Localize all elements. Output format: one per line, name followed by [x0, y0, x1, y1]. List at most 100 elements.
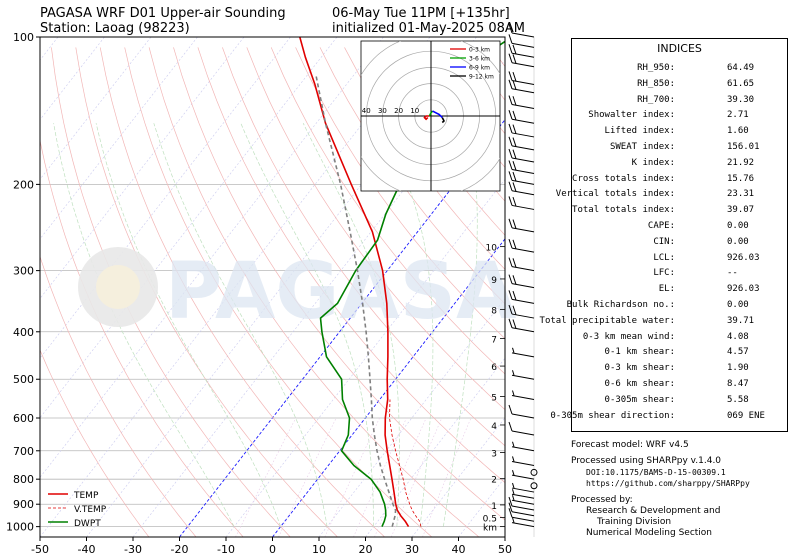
processed-by: Processed by:: [571, 495, 633, 505]
wind-barb-flag: [512, 161, 517, 171]
index-value: 15.76: [727, 173, 755, 184]
moist-adiabat: [153, 123, 328, 527]
wind-barbs: [508, 23, 538, 537]
index-row: 0-1 km shear: 4.57: [572, 347, 787, 363]
wind-barb-flag: [512, 110, 517, 121]
index-row: Lifted index: 1.60: [572, 126, 787, 142]
wind-barb-half-flag: [512, 489, 515, 495]
wind-barb-half-flag: [512, 347, 515, 353]
index-label: SWEAT index:: [609, 142, 675, 152]
wind-barb: [508, 274, 535, 289]
index-label: EL:: [658, 284, 675, 295]
wind-barb-staff: [511, 522, 535, 528]
legend-label: TEMP: [73, 491, 99, 501]
wind-barb-flag: [508, 508, 513, 518]
wind-barb: [508, 160, 535, 174]
wind-barb-staff: [511, 374, 535, 380]
index-row: RH_850: 61.65: [572, 79, 787, 95]
title-product: PAGASA WRF D01 Upper-air Sounding: [40, 6, 286, 21]
index-row: Showalter index: 2.71: [572, 110, 787, 126]
dry-adiabat: [51, 47, 291, 537]
hodograph-ring-label: 40: [362, 107, 371, 115]
index-row: K index: 21.92: [572, 158, 787, 174]
wind-barb: [508, 318, 535, 333]
wind-barb-flag: [512, 124, 517, 134]
index-row: Total totals index: 39.07: [572, 205, 787, 221]
wind-barb-staff: [511, 487, 535, 493]
y-tick-label: 400: [13, 326, 34, 339]
wind-barb-flag: [512, 275, 517, 285]
chart-title-right: 06-May Tue 11PM [+135hr] initialized 01-…: [332, 6, 526, 36]
wind-barb-flag: [512, 80, 517, 90]
height-label: 9: [491, 276, 497, 286]
hodograph-trace: [441, 117, 445, 124]
isotherm: [272, 238, 505, 537]
index-value: --: [727, 268, 738, 279]
index-value: 23.31: [727, 189, 755, 200]
series-parcel-line: [315, 75, 397, 527]
wind-barb-staff: [511, 499, 535, 505]
wind-barb: [511, 489, 535, 499]
wind-barb: [508, 508, 535, 522]
index-label: RH_700:: [637, 94, 675, 105]
wind-barb: [508, 404, 535, 419]
height-label: 6: [491, 363, 497, 373]
wind-barb-flag: [512, 137, 517, 147]
x-tick-label: -20: [171, 543, 189, 556]
forecast-model: Forecast model: WRF v4.5: [571, 440, 689, 450]
wind-barb-staff: [511, 460, 535, 466]
doi-text: DOI:10.1175/BAMS-D-15-00309.1: [586, 468, 726, 477]
wind-barb-staff: [511, 395, 535, 400]
y-tick-label: 800: [13, 473, 34, 486]
wind-barb-flag: [512, 239, 517, 249]
x-tick-label: 30: [405, 543, 419, 556]
index-label: 0-305m shear:: [604, 394, 675, 405]
wind-barb: [511, 441, 535, 452]
title-init-time: initialized 01-May-2025 08AM: [332, 21, 526, 36]
wind-barb-staff: [511, 168, 535, 174]
y-tick-label: 1000: [6, 521, 34, 534]
height-label: 10: [486, 244, 498, 254]
indices-title: INDICES: [657, 42, 702, 55]
index-label: Vertical totals index:: [555, 189, 675, 200]
index-row: RH_950: 64.49: [572, 63, 787, 79]
index-value: 2.71: [727, 110, 749, 121]
index-label: 0-3 km shear:: [604, 363, 675, 374]
wind-barb-staff: [511, 446, 535, 452]
division-line-1: Research & Development and: [586, 506, 721, 516]
wind-barb-staff: [511, 88, 535, 94]
dry-adiabat: [319, 47, 505, 305]
wind-barb-half-flag: [512, 390, 515, 396]
index-label: CAPE:: [647, 221, 675, 231]
y-tick-label: 100: [13, 31, 34, 44]
wind-barb: [508, 53, 535, 68]
y-tick-label: 700: [13, 445, 34, 458]
index-value: 926.03: [727, 252, 760, 263]
height-label: 0.5: [483, 515, 497, 525]
index-value: 0.00: [727, 236, 749, 247]
wind-barb-flag: [508, 110, 513, 120]
wind-barb-staff: [511, 204, 535, 210]
moist-adiabat: [442, 123, 478, 527]
wind-barb-half-flag: [512, 495, 515, 501]
wind-barb: [508, 34, 535, 48]
y-tick-label: 200: [13, 178, 34, 191]
wind-barb-half-flag: [512, 370, 515, 376]
x-tick-label: 20: [359, 543, 373, 556]
wind-barb-staff: [511, 132, 535, 138]
wind-barb-staff: [511, 62, 535, 68]
hodograph-legend-label: 0-3 km: [469, 47, 490, 54]
height-label: 1: [491, 502, 497, 512]
dry-adiabat: [222, 47, 505, 447]
index-value: 39.07: [727, 205, 755, 216]
title-station: Station: Laoag (98223): [40, 21, 190, 36]
isotherm: [40, 37, 245, 300]
wind-barb-flag: [508, 238, 513, 249]
wind-barb-flag: [508, 53, 513, 63]
wind-barb: [508, 95, 535, 110]
moist-adiabat: [381, 123, 434, 527]
moist-adiabat: [302, 123, 400, 527]
github-link[interactable]: https://github.com/sharppy/SHARPpy: [586, 479, 750, 488]
wind-barb-half-flag: [512, 456, 515, 462]
wind-barb: [511, 390, 535, 400]
